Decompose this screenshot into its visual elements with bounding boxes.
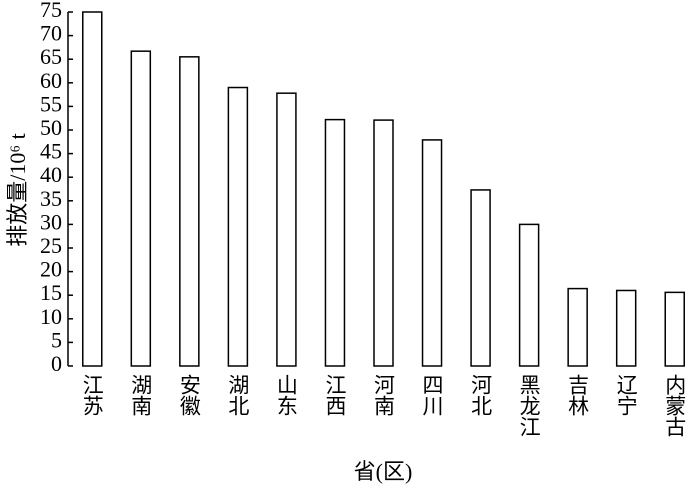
y-tick-label: 25 <box>40 233 62 258</box>
bar <box>421 139 443 367</box>
x-tick-label: 黑龙江 <box>517 374 541 437</box>
y-tick-label: 10 <box>40 304 62 329</box>
y-tick-label: 0 <box>51 351 62 376</box>
x-tick-label: 湖北 <box>226 374 250 416</box>
bar <box>615 289 637 367</box>
y-tick-label: 70 <box>40 21 62 46</box>
y-tick-label: 5 <box>51 327 62 352</box>
bar <box>227 86 249 367</box>
x-tick-label: 四川 <box>420 374 444 416</box>
x-tick-label: 江苏 <box>80 374 104 416</box>
bar <box>179 56 200 367</box>
y-tick-label: 60 <box>40 68 62 93</box>
x-tick-label: 吉林 <box>566 374 590 416</box>
x-tick-label: 河南 <box>372 374 396 416</box>
bar <box>567 287 588 367</box>
y-tick-label: 55 <box>40 91 62 116</box>
bar <box>324 118 346 367</box>
y-tick-label: 15 <box>40 280 62 305</box>
y-tick-label: 75 <box>40 0 62 22</box>
bar <box>518 223 540 367</box>
y-tick-label: 40 <box>40 162 62 187</box>
x-tick-label: 山东 <box>274 374 298 416</box>
y-tick-label: 35 <box>40 186 62 211</box>
y-tick-label: 30 <box>40 209 62 234</box>
y-tick-label: 45 <box>40 139 62 164</box>
x-tick-label: 河北 <box>469 374 493 416</box>
bar <box>470 189 491 367</box>
y-tick-label: 50 <box>40 115 62 140</box>
bar <box>82 11 103 367</box>
x-tick-label: 安徽 <box>177 374 201 416</box>
bar <box>373 119 394 367</box>
x-tick-label: 内蒙古 <box>663 374 687 437</box>
x-tick-label: 江西 <box>323 374 347 416</box>
y-axis-label: 排放量/10⁶ t <box>5 133 30 246</box>
bar <box>130 50 152 367</box>
bar <box>664 291 685 367</box>
y-tick-label: 65 <box>40 44 62 69</box>
x-tick-label: 湖南 <box>129 374 153 416</box>
bar <box>276 92 297 367</box>
x-tick-label: 辽宁 <box>614 374 638 416</box>
x-axis-label: 省(区) <box>354 459 413 484</box>
y-tick-label: 20 <box>40 257 62 282</box>
